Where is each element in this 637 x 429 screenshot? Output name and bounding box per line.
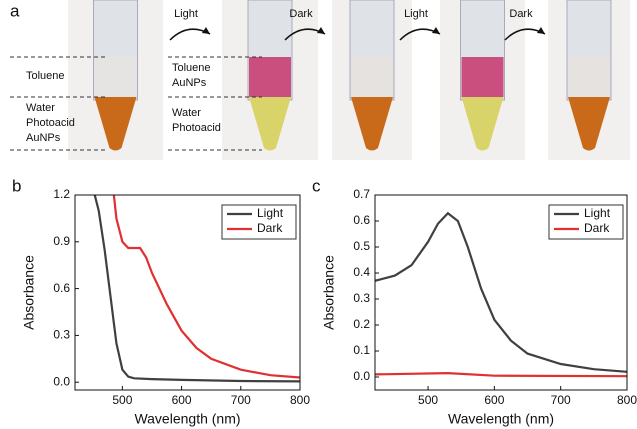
plot-frame (74, 194, 301, 391)
arrow-label: Dark (289, 8, 313, 20)
legend-label: Light (257, 206, 284, 220)
data-line (375, 211, 627, 373)
y-tick-label: 0.2 (353, 317, 370, 331)
y-axis-label: Absorbance (321, 255, 337, 330)
layer-label: AuNPs (172, 77, 207, 89)
y-tick-label: 0.6 (53, 281, 70, 295)
y-tick-label: 0.0 (53, 374, 70, 388)
x-axis-label: Wavelength (nm) (134, 411, 240, 427)
layer-label: Photoacid (172, 122, 221, 134)
panel-letter: a (10, 1, 20, 20)
tube-lower-layer (94, 97, 137, 151)
layer-label: AuNPs (26, 132, 61, 144)
x-tick-label: 500 (418, 393, 438, 407)
layer-label: Toluene (26, 70, 65, 82)
arrow-label: Light (174, 8, 198, 20)
legend-label: Light (584, 206, 611, 220)
tube-upper-layer (94, 57, 137, 97)
x-tick-label: 500 (112, 393, 132, 407)
data-line (112, 195, 300, 379)
tube-upper-layer (461, 57, 504, 97)
arrow-head (202, 27, 210, 34)
y-tick-label: 0.9 (53, 234, 70, 248)
data-line (93, 195, 300, 383)
legend-box (548, 204, 624, 240)
arrow-head (432, 27, 440, 34)
tube-upper-layer (568, 57, 610, 97)
tube-lower-layer (351, 97, 393, 151)
x-tick-label: 700 (551, 393, 571, 407)
y-tick-label: 1.2 (53, 187, 70, 201)
arrow-label: Light (404, 8, 428, 20)
x-axis-label: Wavelength (nm) (448, 411, 554, 427)
tube-upper-layer (351, 57, 393, 97)
y-tick-label: 0.1 (353, 343, 370, 357)
y-tick-label: 0.3 (353, 291, 370, 305)
y-tick-label: 0.3 (53, 328, 70, 342)
arrow-label: Dark (509, 8, 533, 20)
x-tick-label: 600 (484, 393, 504, 407)
data-line (375, 371, 627, 378)
arrow-head (537, 27, 545, 34)
x-tick-label: 700 (231, 393, 251, 407)
legend-label: Dark (584, 221, 610, 235)
y-tick-label: 0.5 (353, 239, 370, 253)
plot-frame (374, 194, 628, 391)
y-tick-label: 0.0 (353, 369, 370, 383)
x-tick-label: 800 (290, 393, 310, 407)
tube-lower-layer (249, 97, 291, 151)
legend-label: Dark (257, 221, 283, 235)
layer-label: Photoacid (26, 117, 75, 129)
tube-lower-layer (568, 97, 610, 151)
x-tick-label: 800 (617, 393, 637, 407)
layer-label: Water (172, 107, 201, 119)
x-tick-label: 600 (172, 393, 192, 407)
y-tick-label: 0.4 (353, 265, 370, 279)
y-axis-label: Absorbance (21, 255, 37, 330)
panel-letter: b (12, 176, 21, 195)
legend-box (221, 204, 297, 240)
y-tick-label: 0.6 (353, 213, 370, 227)
tube-upper-layer (249, 57, 291, 97)
layer-label: Toluene (172, 62, 211, 74)
y-tick-label: 0.7 (353, 187, 370, 201)
panel-letter: c (312, 176, 321, 195)
arrow-head (317, 27, 325, 34)
layer-label: Water (26, 102, 55, 114)
tube-lower-layer (461, 97, 504, 151)
